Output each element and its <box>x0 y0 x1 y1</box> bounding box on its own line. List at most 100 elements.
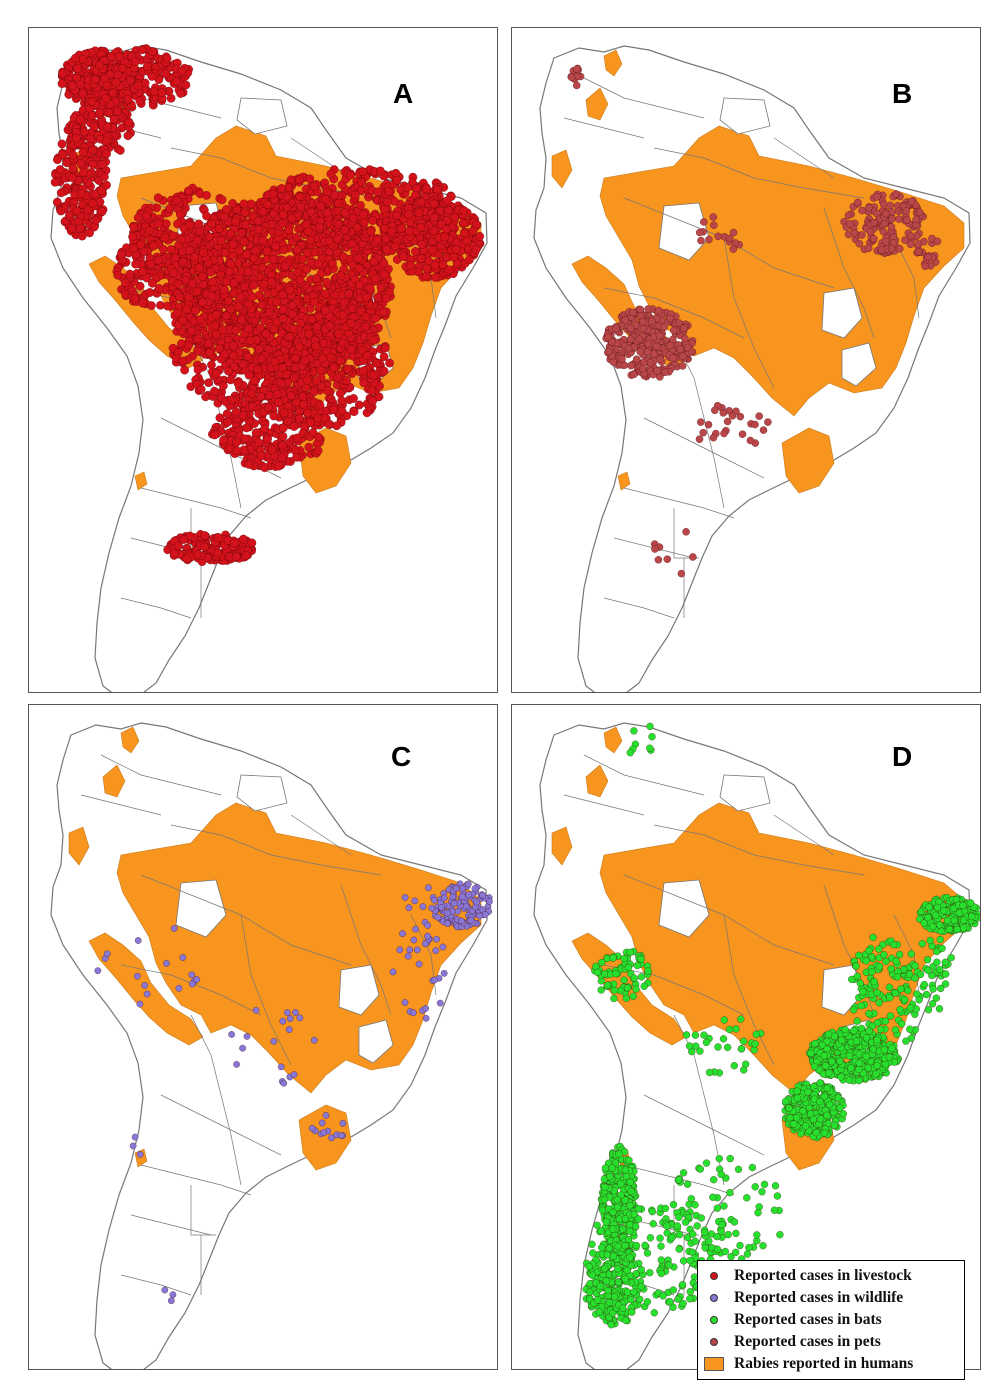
case-point <box>366 227 376 236</box>
case-point <box>210 430 220 440</box>
case-point <box>257 354 267 364</box>
case-point <box>203 338 213 348</box>
case-point <box>289 422 299 431</box>
case-point <box>56 206 66 216</box>
case-point <box>403 183 412 192</box>
case-point <box>212 548 222 558</box>
case-point <box>220 212 230 222</box>
case-point <box>226 259 236 269</box>
case-point <box>416 197 426 207</box>
case-point <box>125 269 135 279</box>
case-point <box>185 220 195 230</box>
case-point <box>88 198 98 208</box>
case-point <box>866 227 875 236</box>
case-point <box>349 394 358 403</box>
case-point <box>356 178 366 187</box>
case-point <box>78 89 88 98</box>
case-point <box>195 315 205 324</box>
case-point <box>327 259 337 268</box>
case-point <box>879 200 888 209</box>
case-point <box>306 235 316 245</box>
case-point <box>612 324 621 333</box>
case-point <box>142 273 152 283</box>
case-point <box>287 309 297 319</box>
case-point <box>315 365 325 375</box>
case-point <box>417 239 427 249</box>
case-point <box>101 94 111 103</box>
case-point <box>343 364 353 374</box>
case-point <box>844 211 853 220</box>
case-point <box>333 329 343 339</box>
case-point <box>354 263 364 273</box>
case-point <box>87 97 97 106</box>
case-point <box>626 324 635 333</box>
case-point <box>404 226 414 236</box>
case-point <box>284 225 294 235</box>
case-point <box>305 418 315 428</box>
case-point <box>222 311 231 321</box>
case-point <box>337 406 347 416</box>
case-point <box>146 301 156 311</box>
case-point <box>251 428 261 438</box>
case-point <box>178 356 188 366</box>
case-point <box>475 231 485 241</box>
case-point <box>359 218 369 227</box>
case-point <box>329 405 339 415</box>
case-point <box>609 358 618 366</box>
case-point <box>153 193 163 203</box>
case-point <box>303 375 313 385</box>
case-point <box>644 348 652 356</box>
case-point <box>311 341 321 351</box>
case-point <box>75 79 85 89</box>
case-point <box>311 274 321 283</box>
case-point <box>244 370 254 380</box>
case-point <box>83 205 93 215</box>
case-point <box>231 438 241 447</box>
case-point <box>179 535 189 544</box>
case-point <box>629 370 638 379</box>
case-point <box>277 184 287 193</box>
case-point <box>340 225 350 235</box>
case-point <box>253 216 263 226</box>
case-point <box>354 254 364 263</box>
case-point <box>350 190 360 200</box>
case-point <box>310 247 320 257</box>
case-point <box>163 301 172 311</box>
case-point <box>77 231 87 241</box>
case-point <box>873 192 881 201</box>
case-point <box>168 231 178 241</box>
case-point <box>313 259 323 269</box>
case-point <box>101 136 111 146</box>
case-point <box>432 185 442 195</box>
case-point <box>382 197 392 207</box>
case-point <box>416 222 426 232</box>
case-point <box>365 283 375 293</box>
case-point <box>443 205 453 215</box>
case-point <box>340 208 350 218</box>
case-point <box>309 387 319 397</box>
case-point <box>279 304 288 314</box>
case-point <box>646 358 655 367</box>
case-point <box>124 118 134 128</box>
case-point <box>79 167 88 177</box>
case-point <box>78 55 88 64</box>
case-point <box>907 197 916 206</box>
case-point <box>679 352 687 361</box>
case-point <box>306 207 316 217</box>
case-point <box>361 322 371 332</box>
case-point <box>57 79 67 89</box>
case-point <box>109 114 119 124</box>
case-point <box>133 213 143 223</box>
case-point <box>76 189 86 199</box>
case-point <box>103 122 112 132</box>
case-point <box>296 202 306 212</box>
case-point <box>254 225 263 235</box>
case-point <box>342 376 351 385</box>
case-point <box>218 381 228 391</box>
case-point <box>165 203 175 213</box>
case-point <box>243 352 253 362</box>
case-point <box>371 313 381 323</box>
case-point <box>422 184 432 194</box>
case-point <box>181 80 191 90</box>
case-point <box>442 196 452 206</box>
